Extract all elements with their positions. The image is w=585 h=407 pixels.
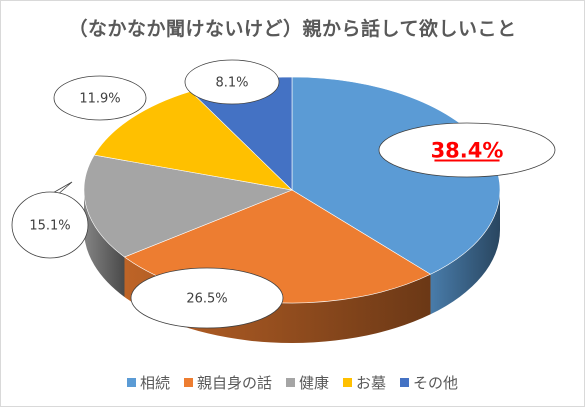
chart-title: （なかなか聞けないけど）親から話して欲しいこと: [68, 18, 517, 40]
legend-swatch: [183, 378, 193, 387]
legend-item-3: お墓: [343, 372, 386, 393]
pie-slice-3: [93, 90, 293, 191]
data-label-4: 8.1%: [215, 76, 248, 91]
data-label-1: 26.5%: [186, 292, 227, 307]
callout-bubble-4: [184, 59, 280, 105]
legend-label: 健康: [298, 374, 329, 392]
pie-slice-2: [83, 154, 294, 258]
slice-side-2: [84, 190, 125, 297]
slice-side-0: [430, 190, 500, 315]
callout-bubble-1: [130, 267, 284, 329]
legend-label: 相続: [139, 374, 170, 392]
legend: 相続 親自身の話 健康 お墓 その他: [0, 372, 585, 393]
legend-label: お墓: [356, 374, 387, 392]
legend-swatch: [343, 378, 352, 387]
legend-label: その他: [413, 374, 459, 392]
pie-slices: [83, 76, 501, 304]
legend-item-1: 親自身の話: [183, 372, 272, 393]
callout-bubble-2: [11, 191, 89, 259]
legend-swatch: [400, 378, 410, 387]
legend-item-2: 健康: [285, 372, 329, 393]
legend-item-0: 相続: [126, 372, 170, 393]
data-label-3: 11.9%: [79, 92, 120, 107]
legend-item-4: その他: [400, 372, 458, 393]
legend-swatch: [126, 378, 136, 387]
data-label-0: 38.4%: [431, 139, 504, 163]
data-label-callouts: 38.4% 26.5% 15.1% 11.9% 8.1%: [11, 59, 556, 329]
data-label-2: 15.1%: [29, 219, 70, 234]
callout-bubble-3: [53, 75, 147, 121]
legend-swatch: [285, 378, 295, 387]
legend-label: 親自身の話: [196, 374, 272, 392]
callout-bubble-0: [378, 122, 556, 178]
